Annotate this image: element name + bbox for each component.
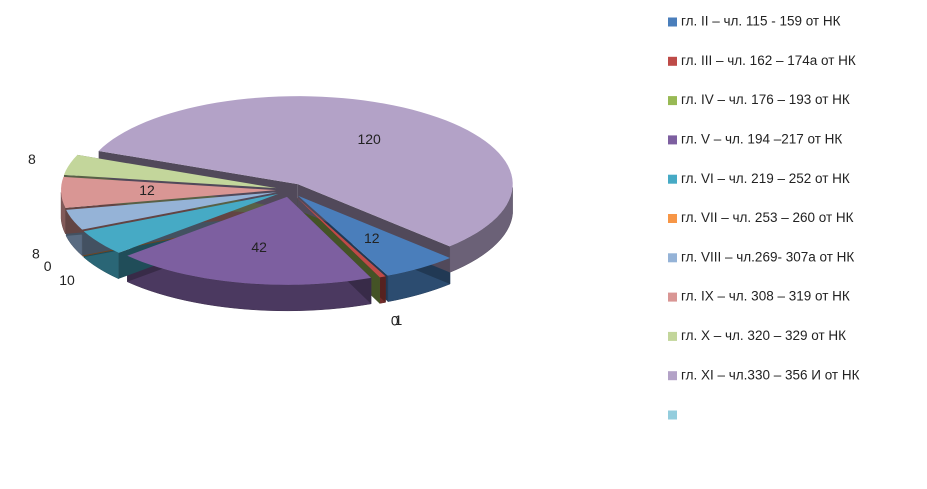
legend-swatch <box>668 292 677 302</box>
legend-swatch <box>668 410 677 420</box>
legend-swatch <box>668 331 677 341</box>
slice <box>295 196 386 278</box>
legend-swatch <box>668 17 677 27</box>
slice-side <box>60 192 66 235</box>
slice <box>298 195 451 276</box>
legend-label: гл. IV – чл. 176 – 193 от НК <box>681 92 850 107</box>
legend-swatch <box>668 135 677 145</box>
legend-swatch <box>668 253 677 263</box>
legend-label: гл. II – чл. 115 - 159 от НК <box>681 14 841 29</box>
data-label: 12 <box>364 230 380 246</box>
legend-label: гл. XI – чл.330 – 356 И от НК <box>681 367 860 382</box>
data-label: 12 <box>139 182 155 198</box>
legend-swatch <box>668 371 677 381</box>
legend-swatch <box>668 174 677 184</box>
slice-tops <box>61 96 513 285</box>
legend-swatch <box>668 214 677 223</box>
legend-label: гл. VI – чл. 219 – 252 от НК <box>681 171 850 186</box>
data-label: 8 <box>32 246 40 262</box>
legend-swatch <box>668 96 677 106</box>
slice <box>127 196 372 285</box>
slice <box>61 176 277 208</box>
slice <box>98 96 513 247</box>
data-label: 120 <box>357 131 381 147</box>
legend-label: гл. X – чл. 320 – 329 от НК <box>681 328 846 343</box>
legend-swatch <box>668 56 677 66</box>
legend-label: гл. III – чл. 162 – 174а от НК <box>681 53 856 68</box>
data-label: 42 <box>251 239 267 255</box>
data-label: 0 <box>391 313 399 329</box>
data-label: 10 <box>59 272 75 288</box>
data-label: 0 <box>44 258 52 274</box>
legend-label: гл. VIII – чл.269- 307а от НК <box>681 249 854 264</box>
slice <box>82 192 278 231</box>
slice <box>83 193 279 253</box>
slice <box>66 192 277 230</box>
data-label: 8 <box>28 151 36 167</box>
data-label: 1 <box>394 312 402 328</box>
legend-label: гл. IX – чл. 308 – 319 от НК <box>681 289 850 304</box>
slice <box>63 154 277 189</box>
legend-label: гл. VII – чл. 253 – 260 от НК <box>681 210 854 225</box>
legend-label: гл. V – чл. 194 –217 от НК <box>681 131 842 146</box>
